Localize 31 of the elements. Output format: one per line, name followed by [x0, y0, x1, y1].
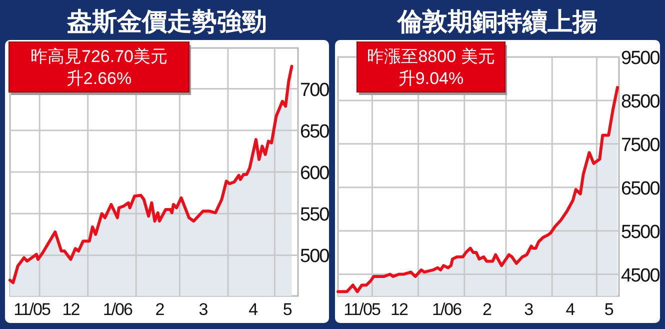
x-tick-label: 5 [604, 300, 614, 319]
y-tick-label: 550 [300, 204, 330, 226]
x-tick-label: 5 [282, 300, 292, 319]
chart-title: 盎斯金價走勢強勁 [66, 8, 267, 36]
x-tick-label: 11/05 [14, 300, 50, 319]
x-tick-label: 12 [390, 300, 408, 319]
y-tick-label: 500 [300, 246, 330, 268]
y-tick-label: 5500 [621, 222, 660, 243]
x-tick-label: 2 [482, 300, 492, 319]
x-tick-label: 4 [248, 300, 258, 319]
x-tick-label: 4 [566, 300, 575, 319]
y-tick-label: 6500 [621, 178, 660, 200]
chart-title: 倫敦期銅持續上揚 [396, 8, 598, 36]
annotation: 昨高見726.70美元 [30, 47, 168, 66]
y-tick-label: 7500 [621, 134, 660, 156]
x-tick-label: 2 [155, 300, 164, 319]
x-tick-label: 3 [524, 300, 534, 319]
y-tick-label: 650 [300, 121, 330, 142]
y-tick-label: 600 [300, 163, 330, 184]
x-tick-label: 12 [62, 300, 80, 319]
x-tick-label: 1/06 [102, 300, 132, 319]
y-tick-label: 4500 [621, 265, 660, 286]
annotation: 升9.04% [398, 69, 464, 88]
annotation: 升2.66% [66, 69, 132, 88]
y-tick-label: 9500 [621, 48, 660, 69]
y-tick-label: 8500 [621, 91, 660, 112]
y-tick-label: 700 [300, 80, 330, 101]
x-tick-label: 3 [198, 300, 208, 319]
x-tick-label: 1/06 [432, 300, 462, 319]
x-tick-label: 11/05 [344, 300, 380, 319]
annotation: 昨漲至8800 美元 [367, 47, 495, 66]
